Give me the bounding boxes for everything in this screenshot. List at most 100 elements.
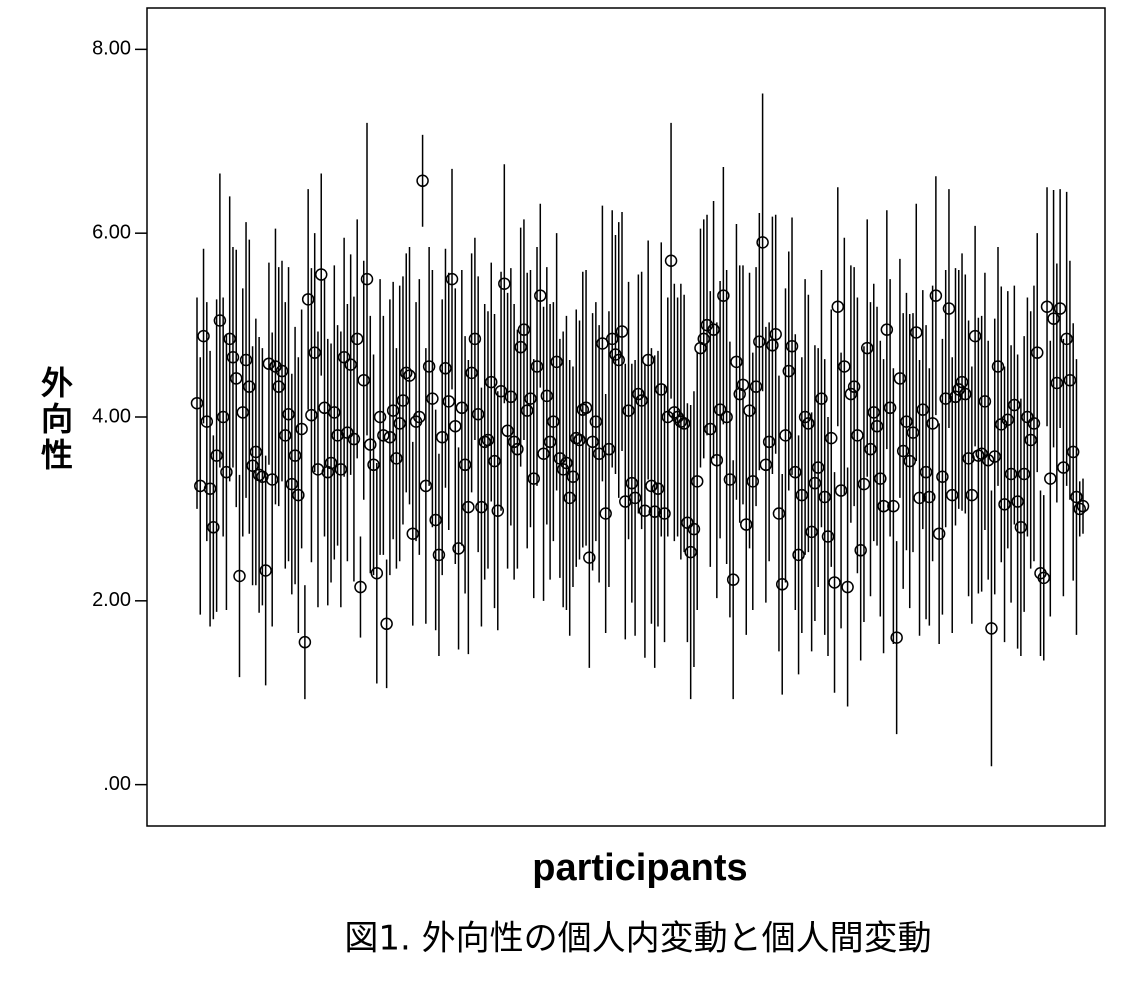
mean-point: [399, 366, 413, 380]
mean-point: [700, 318, 714, 332]
mean-point: [373, 410, 387, 424]
mean-point: [625, 476, 639, 490]
mean-point: [985, 622, 998, 635]
mean-point: [661, 410, 675, 424]
mean-point: [641, 353, 655, 367]
mean-point: [462, 500, 475, 514]
mean-point: [442, 395, 455, 408]
mean-point: [792, 548, 805, 562]
mean-point: [775, 578, 789, 591]
mean-point: [288, 449, 302, 462]
mean-point: [864, 442, 877, 456]
mean-point: [494, 385, 508, 398]
mean-point: [831, 300, 845, 313]
y-tick-label: 6.00: [92, 221, 131, 243]
mean-point: [916, 403, 930, 416]
mean-point: [1066, 445, 1080, 459]
mean-point: [445, 272, 459, 286]
mean-point: [942, 302, 956, 315]
mean-point: [239, 353, 253, 367]
mean-point: [216, 410, 230, 424]
mean-point: [458, 458, 472, 472]
mean-point: [524, 392, 537, 405]
mean-point: [903, 454, 916, 468]
mean-point: [628, 491, 642, 505]
mean-point: [615, 325, 629, 338]
mean-point: [749, 380, 763, 393]
mean-point: [579, 401, 593, 415]
mean-point: [945, 488, 959, 502]
mean-point: [314, 268, 328, 281]
mean-point: [547, 415, 560, 428]
mean-point: [596, 337, 609, 350]
mean-point: [295, 422, 308, 436]
mean-point: [337, 351, 351, 364]
mean-point: [785, 339, 799, 353]
mean-point: [658, 507, 671, 520]
mean-point: [360, 272, 374, 286]
mean-point: [664, 254, 678, 268]
mean-point: [285, 477, 299, 491]
mean-point: [426, 392, 439, 405]
mean-point: [249, 445, 263, 459]
mean-point: [847, 380, 861, 393]
mean-point: [841, 580, 854, 594]
mean-point: [959, 387, 972, 401]
mean-point: [563, 491, 576, 505]
mean-point: [334, 463, 348, 476]
mean-point: [416, 174, 429, 188]
mean-point: [514, 340, 527, 354]
mean-point: [828, 576, 841, 589]
y-tick-label: .00: [103, 773, 131, 795]
mean-point: [275, 364, 289, 378]
mean-point: [419, 479, 433, 493]
mean-point: [887, 499, 900, 513]
mean-point: [687, 522, 701, 536]
mean-point: [854, 544, 867, 557]
mean-point: [197, 329, 210, 343]
mean-point: [1008, 398, 1021, 412]
mean-point: [736, 378, 750, 392]
mean-point: [802, 417, 815, 430]
mean-point: [857, 477, 871, 491]
mean-point: [844, 387, 858, 401]
mean-point: [243, 380, 256, 393]
mean-point: [929, 289, 943, 302]
mean-point: [1001, 413, 1015, 427]
mean-point: [491, 504, 505, 517]
mean-point: [517, 323, 531, 336]
mean-point: [1014, 521, 1028, 534]
mean-point: [988, 450, 1001, 463]
mean-point: [1024, 433, 1037, 447]
mean-point: [481, 433, 495, 447]
mean-point: [939, 392, 952, 405]
mean-point: [923, 490, 936, 504]
mean-point: [432, 548, 446, 562]
mean-point: [543, 435, 557, 449]
mean-point: [223, 332, 236, 346]
mean-point: [386, 404, 400, 417]
mean-point: [468, 332, 482, 346]
mean-point: [566, 470, 580, 483]
mean-point: [769, 328, 782, 341]
mean-point: [890, 631, 903, 644]
mean-point: [488, 454, 501, 468]
mean-point: [318, 401, 331, 415]
mean-point: [1044, 472, 1057, 485]
mean-point: [396, 394, 410, 407]
mean-point: [530, 360, 544, 373]
mean-point: [229, 372, 243, 385]
mean-point: [1011, 495, 1024, 508]
mean-point: [710, 453, 724, 467]
mean-point: [504, 390, 518, 404]
mean-point: [1060, 332, 1073, 346]
mean-point: [602, 442, 616, 456]
mean-point: [592, 447, 606, 461]
mean-point: [236, 406, 250, 419]
mean-point: [900, 415, 913, 428]
mean-point: [756, 236, 769, 249]
mean-point: [913, 491, 926, 505]
mean-point: [262, 357, 276, 370]
mean-point: [759, 458, 773, 472]
